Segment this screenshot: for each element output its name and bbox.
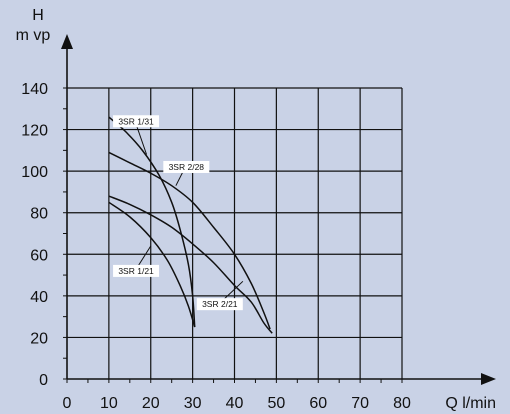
x-axis-arrow [481,373,496,385]
series-label: 3SR 2/21 [202,299,238,309]
y-tick-label: 60 [30,247,48,264]
grid [67,87,403,379]
x-axis-label: Q l/min [445,395,496,412]
y-axis-label-unit: m vp [16,27,51,44]
series-label: 3SR 2/28 [169,162,205,172]
series [108,116,273,334]
series-labels: 3SR 1/31 3SR 2/28 3SR 1/21 3SR 2/21 [113,115,244,311]
x-tick-label: 70 [351,395,369,412]
x-tick-label: 10 [100,395,118,412]
tick-labels: 0 10 20 30 40 50 60 70 80 0 20 40 60 80 100 120 140 [21,81,411,412]
label-box [196,298,243,311]
y-axis-label-h: H [32,7,44,24]
y-tick-label: 120 [21,123,48,140]
axes [61,34,496,385]
series-line [108,195,273,334]
y-tick-label: 0 [39,372,48,389]
y-tick-label: 100 [21,164,48,181]
y-tick-label: 140 [21,81,48,98]
label-box [163,160,210,173]
series-line [108,201,196,328]
x-tick-label: 80 [393,395,411,412]
x-tick-label: 60 [309,395,327,412]
x-tick-label: 0 [63,395,72,412]
x-tick-label: 30 [184,395,202,412]
label-box [113,115,160,128]
x-tick-label: 50 [267,395,285,412]
x-tick-label: 20 [142,395,160,412]
series-line [108,116,196,328]
x-tick-label: 40 [226,395,244,412]
y-tick-label: 80 [30,206,48,223]
series-label: 3SR 1/31 [118,116,154,126]
y-tick-label: 40 [30,289,48,306]
series-label: 3SR 1/21 [118,266,154,276]
label-box [113,264,160,277]
series-line [108,151,271,330]
y-axis-arrow [61,34,73,49]
y-tick-label: 20 [30,330,48,347]
